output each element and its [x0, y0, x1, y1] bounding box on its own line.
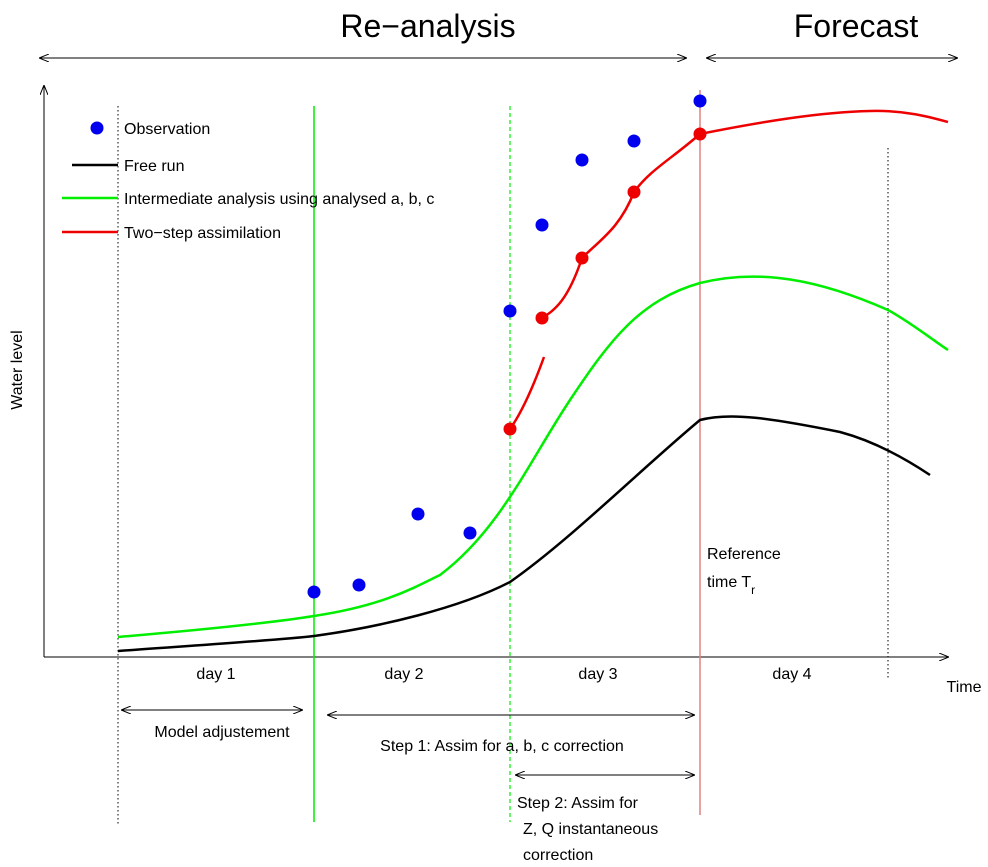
day-label-2: day 2 — [384, 666, 423, 683]
two-step-segment-4 — [632, 109, 949, 193]
legend-intermediate-label: Intermediate analysis using analysed a, … — [124, 191, 434, 208]
observation-point — [693, 94, 707, 108]
two-step-segment-2 — [541, 257, 584, 320]
assimilated-point — [693, 127, 707, 141]
forecast-title: Forecast — [794, 8, 919, 44]
day-label-3: day 3 — [578, 666, 617, 683]
y-axis-label: Water level — [9, 330, 26, 409]
step2-label-line2: Z, Q instantaneous — [523, 821, 658, 838]
legend-observation-label: Observation — [124, 121, 210, 138]
step1-label: Step 1: Assim for a, b, c correction — [380, 738, 624, 755]
observation-point — [627, 134, 641, 148]
observation-point — [307, 585, 321, 599]
day-label-1: day 1 — [196, 666, 235, 683]
legend-two-step-label: Two−step assimilation — [124, 225, 281, 242]
legend-free-run-label: Free run — [124, 158, 184, 175]
assimilated-point — [535, 311, 549, 325]
x-axis-label: Time — [947, 679, 982, 696]
day-label-4: day 4 — [772, 666, 811, 683]
reference-label-line1: Reference — [707, 546, 781, 563]
intermediate-analysis-curve — [117, 275, 949, 639]
observation-point — [463, 526, 477, 540]
two-step-segment-1 — [508, 356, 546, 430]
two-step-segment-3 — [581, 191, 636, 259]
legend: Observation Free run Intermediate analys… — [62, 121, 434, 242]
assimilated-point — [627, 185, 641, 199]
step2-label-line3: correction — [523, 847, 593, 864]
observation-point — [503, 304, 517, 318]
legend-observation-icon — [90, 121, 104, 135]
assimilated-point — [575, 251, 589, 265]
free-run-curve — [117, 415, 931, 653]
model-adjustment-label: Model adjustement — [154, 724, 290, 741]
assimilated-point — [503, 422, 517, 436]
observation-point — [535, 218, 549, 232]
observation-point — [575, 153, 589, 167]
reanalysis-title: Re−analysis — [340, 8, 515, 44]
step2-label-line1: Step 2: Assim for — [517, 795, 639, 812]
observation-point — [411, 507, 425, 521]
observation-point — [352, 578, 366, 592]
reference-label-line2: time Tr — [707, 574, 755, 597]
